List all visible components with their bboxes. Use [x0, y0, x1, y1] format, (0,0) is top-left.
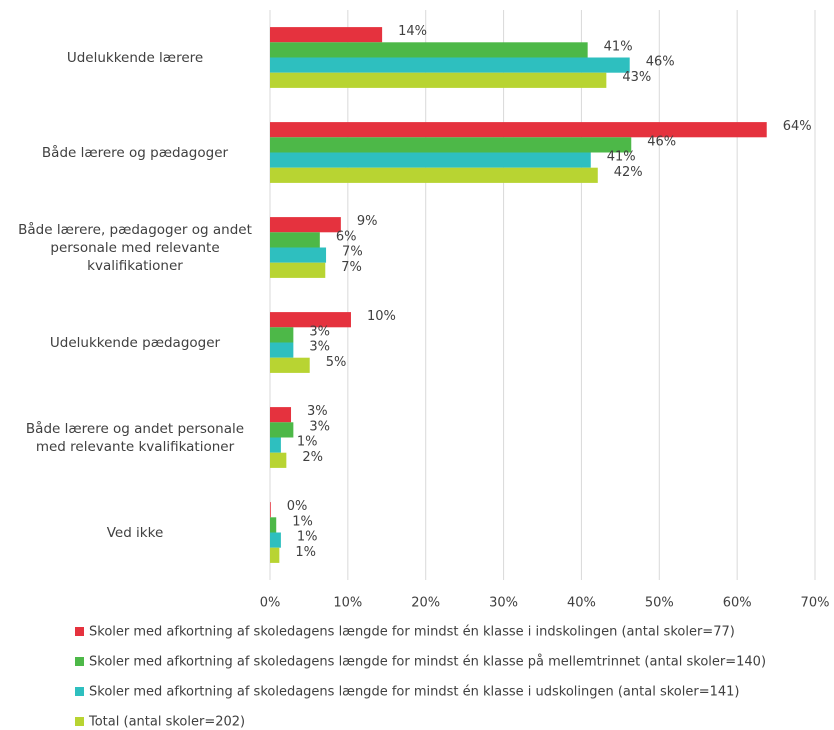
- data-label: 46%: [647, 134, 676, 149]
- bar: [270, 342, 294, 358]
- data-label: 7%: [342, 245, 363, 260]
- bar: [270, 27, 383, 43]
- legend-label: Skoler med afkortning af skoledagens læn…: [89, 625, 735, 640]
- legend-swatch: [75, 657, 84, 666]
- data-label: 64%: [783, 119, 812, 134]
- data-label: 5%: [326, 355, 347, 370]
- bar: [270, 547, 280, 563]
- bar: [270, 312, 351, 328]
- bar: [270, 247, 327, 263]
- data-label: 3%: [309, 419, 330, 434]
- legend-swatch: [75, 627, 84, 636]
- category-label: Udelukkende pædagoger: [49, 334, 221, 351]
- data-label: 10%: [367, 309, 396, 324]
- data-label: 0%: [287, 499, 308, 514]
- data-label: 41%: [604, 39, 633, 54]
- bar: [270, 42, 588, 58]
- data-label: 41%: [607, 150, 636, 165]
- bar: [270, 122, 767, 138]
- bar: [270, 167, 598, 183]
- category-label: Både lærere, pædagoger og andet personal…: [18, 221, 252, 274]
- x-tick-label: 30%: [489, 596, 518, 611]
- data-label: 43%: [622, 70, 651, 85]
- bar: [270, 437, 281, 453]
- x-tick-label: 10%: [333, 596, 362, 611]
- category-label: Ved ikke: [106, 524, 164, 541]
- bar: [270, 57, 630, 73]
- data-label: 1%: [292, 514, 313, 529]
- x-tick-label: 40%: [567, 596, 596, 611]
- bar: [270, 217, 341, 233]
- data-label: 46%: [646, 55, 675, 70]
- bar: [270, 137, 632, 153]
- legend-label: Skoler med afkortning af skoledagens læn…: [89, 655, 766, 670]
- category-label: Både lærere og pædagoger: [41, 144, 229, 161]
- bar: [270, 452, 287, 468]
- bar: [270, 422, 294, 438]
- bar: [270, 502, 271, 518]
- bar: [270, 517, 277, 533]
- bar: [270, 357, 310, 373]
- data-label: 3%: [309, 324, 330, 339]
- data-label: 6%: [336, 229, 357, 244]
- bar: [270, 327, 294, 343]
- x-tick-label: 70%: [801, 596, 830, 611]
- bar: [270, 152, 591, 168]
- bar: [270, 232, 320, 248]
- legend-swatch: [75, 687, 84, 696]
- data-label: 2%: [302, 450, 323, 465]
- legend-swatch: [75, 717, 84, 726]
- x-tick-label: 60%: [723, 596, 752, 611]
- data-label: 1%: [297, 435, 318, 450]
- x-tick-label: 50%: [645, 596, 674, 611]
- legend-label: Skoler med afkortning af skoledagens læn…: [89, 685, 739, 700]
- data-label: 3%: [309, 340, 330, 355]
- data-label: 3%: [307, 404, 328, 419]
- data-label: 7%: [341, 260, 362, 275]
- category-label: Både lærere og andet personale med relev…: [25, 420, 245, 455]
- data-label: 14%: [398, 24, 427, 39]
- x-tick-label: 0%: [260, 596, 281, 611]
- data-label: 9%: [357, 214, 378, 229]
- category-label: Udelukkende lærere: [66, 49, 204, 66]
- legend-label: Total (antal skoler=202): [88, 715, 245, 730]
- data-label: 1%: [297, 530, 318, 545]
- data-label: 42%: [614, 165, 643, 180]
- bar: [270, 532, 281, 548]
- bar: [270, 262, 326, 278]
- bar: [270, 72, 607, 88]
- bar: [270, 407, 292, 423]
- data-label: 1%: [295, 545, 316, 560]
- x-tick-label: 20%: [411, 596, 440, 611]
